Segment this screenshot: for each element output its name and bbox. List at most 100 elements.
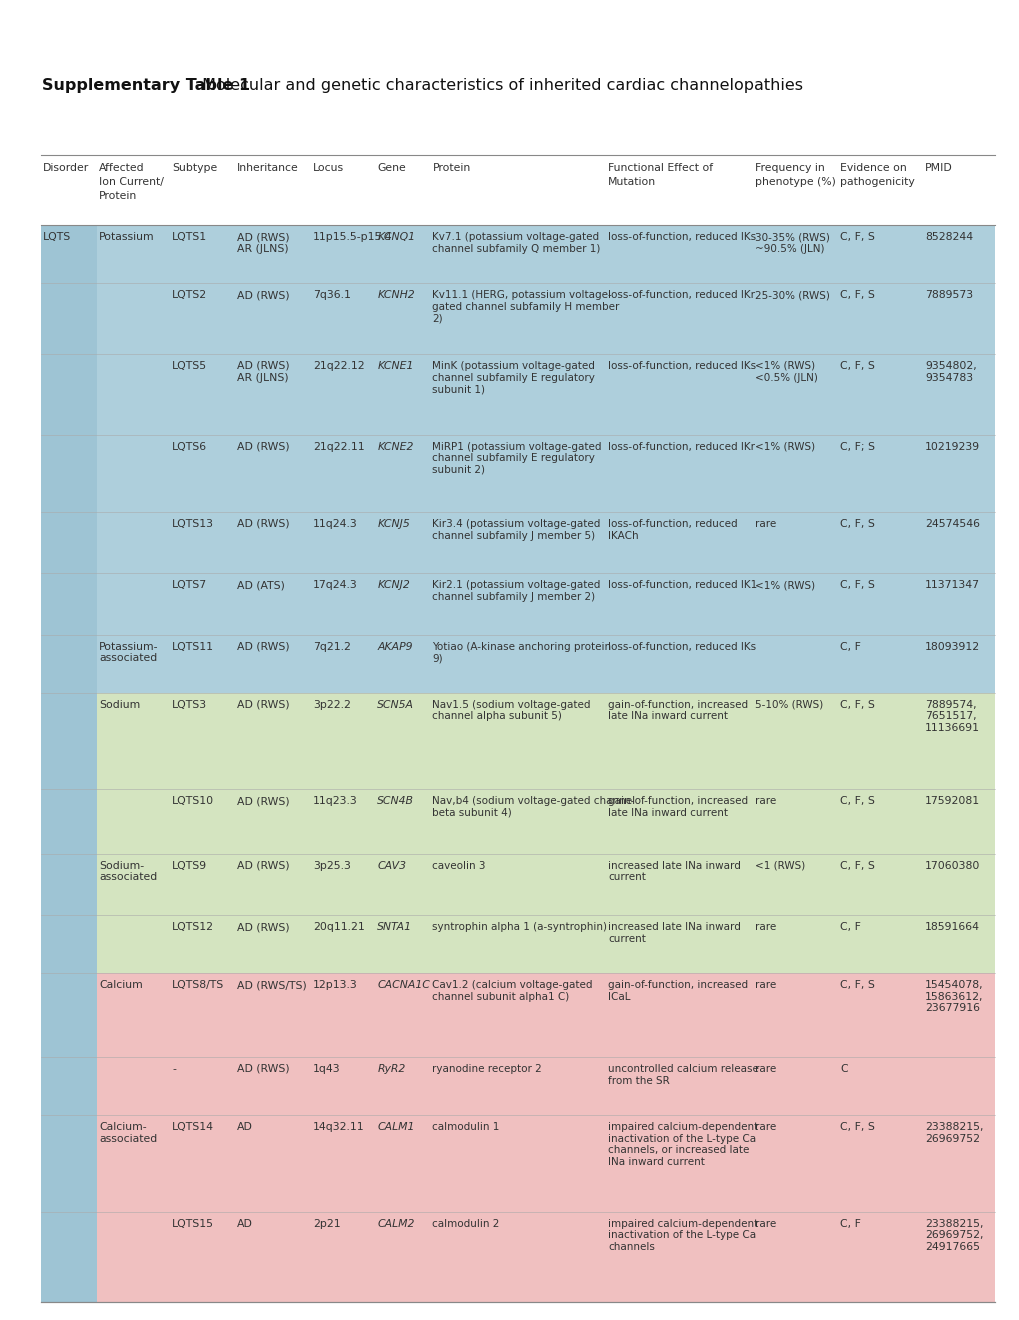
Text: C: C <box>840 1064 847 1074</box>
Text: increased late INa inward
current: increased late INa inward current <box>607 923 740 944</box>
Bar <box>97 854 994 915</box>
Text: ryanodine receptor 2: ryanodine receptor 2 <box>432 1064 542 1074</box>
Bar <box>41 1115 97 1212</box>
Text: MinK (potassium voltage-gated
channel subfamily E regulatory
subunit 1): MinK (potassium voltage-gated channel su… <box>432 360 595 395</box>
Text: 11q23.3: 11q23.3 <box>313 796 358 807</box>
Text: loss-of-function, reduced IK1: loss-of-function, reduced IK1 <box>607 581 756 590</box>
Text: AD (RWS): AD (RWS) <box>236 290 289 300</box>
Bar <box>41 434 97 512</box>
Text: <1% (RWS): <1% (RWS) <box>754 581 814 590</box>
Bar <box>97 635 994 693</box>
Text: rare: rare <box>754 1064 775 1074</box>
Bar <box>41 789 97 854</box>
Text: loss-of-function, reduced
IKACh: loss-of-function, reduced IKACh <box>607 519 737 541</box>
Text: C, F: C, F <box>840 1218 860 1229</box>
Text: pathogenicity: pathogenicity <box>840 177 914 187</box>
Text: C, F, S: C, F, S <box>840 581 874 590</box>
Text: 7q21.2: 7q21.2 <box>313 642 351 652</box>
Bar <box>41 635 97 693</box>
Text: rare: rare <box>754 1122 775 1133</box>
Text: LQTS15: LQTS15 <box>172 1218 214 1229</box>
Text: KCNE2: KCNE2 <box>377 442 414 451</box>
Text: LQTS12: LQTS12 <box>172 923 214 932</box>
Text: Protein: Protein <box>99 191 137 201</box>
Bar <box>41 693 97 789</box>
Bar <box>41 915 97 973</box>
Bar <box>41 973 97 1057</box>
Text: rare: rare <box>754 979 775 990</box>
Text: C, F, S: C, F, S <box>840 519 874 529</box>
Text: KCNJ5: KCNJ5 <box>377 519 410 529</box>
Text: Sodium-
associated: Sodium- associated <box>99 861 157 882</box>
Text: caveolin 3: caveolin 3 <box>432 861 485 871</box>
Text: Mutation: Mutation <box>607 177 655 187</box>
Text: Evidence on: Evidence on <box>840 162 906 173</box>
Text: 30-35% (RWS)
~90.5% (JLN): 30-35% (RWS) ~90.5% (JLN) <box>754 232 828 253</box>
Text: <1% (RWS)
<0.5% (JLN): <1% (RWS) <0.5% (JLN) <box>754 360 817 383</box>
Text: 18591664: 18591664 <box>924 923 979 932</box>
Text: Inheritance: Inheritance <box>236 162 299 173</box>
Bar <box>41 854 97 915</box>
Text: Potassium: Potassium <box>99 232 154 242</box>
Text: loss-of-function, reduced IKr: loss-of-function, reduced IKr <box>607 442 754 451</box>
Text: Kv11.1 (HERG, potassium voltage-
gated channel subfamily H member
2): Kv11.1 (HERG, potassium voltage- gated c… <box>432 290 620 323</box>
Text: 5-10% (RWS): 5-10% (RWS) <box>754 700 822 710</box>
Text: 17592081: 17592081 <box>924 796 979 807</box>
Text: Functional Effect of: Functional Effect of <box>607 162 712 173</box>
Text: AD (RWS): AD (RWS) <box>236 796 289 807</box>
Text: rare: rare <box>754 519 775 529</box>
Text: AD (RWS): AD (RWS) <box>236 442 289 451</box>
Text: uncontrolled calcium release
from the SR: uncontrolled calcium release from the SR <box>607 1064 758 1085</box>
Text: AD: AD <box>236 1218 253 1229</box>
Text: 8528244: 8528244 <box>924 232 972 242</box>
Text: C, F, S: C, F, S <box>840 1122 874 1133</box>
Text: 9354802,
9354783: 9354802, 9354783 <box>924 360 976 383</box>
Text: 7889574,
7651517,
11136691: 7889574, 7651517, 11136691 <box>924 700 979 733</box>
Text: loss-of-function, reduced IKs: loss-of-function, reduced IKs <box>607 232 755 242</box>
Text: 20q11.21: 20q11.21 <box>313 923 365 932</box>
Text: AD (RWS): AD (RWS) <box>236 519 289 529</box>
Text: Locus: Locus <box>313 162 343 173</box>
Text: gain-of-function, increased
ICaL: gain-of-function, increased ICaL <box>607 979 747 1002</box>
Text: 7889573: 7889573 <box>924 290 972 300</box>
Text: Calcium: Calcium <box>99 979 143 990</box>
Text: gain-of-function, increased
late INa inward current: gain-of-function, increased late INa inw… <box>607 796 747 818</box>
Bar <box>41 354 97 434</box>
Bar <box>97 1057 994 1115</box>
Text: <1 (RWS): <1 (RWS) <box>754 861 804 871</box>
Text: PMID: PMID <box>924 162 952 173</box>
Text: Nav1.5 (sodium voltage-gated
channel alpha subunit 5): Nav1.5 (sodium voltage-gated channel alp… <box>432 700 590 721</box>
Text: CAV3: CAV3 <box>377 861 406 871</box>
Bar <box>41 1212 97 1302</box>
Text: AD (RWS/TS): AD (RWS/TS) <box>236 979 306 990</box>
Text: C, F, S: C, F, S <box>840 861 874 871</box>
Text: C, F, S: C, F, S <box>840 700 874 710</box>
Text: Cav1.2 (calcium voltage-gated
channel subunit alpha1 C): Cav1.2 (calcium voltage-gated channel su… <box>432 979 592 1002</box>
Text: 3p25.3: 3p25.3 <box>313 861 351 871</box>
Text: impaired calcium-dependent
inactivation of the L-type Ca
channels: impaired calcium-dependent inactivation … <box>607 1218 757 1251</box>
Text: LQTS5: LQTS5 <box>172 360 207 371</box>
Bar <box>97 789 994 854</box>
Text: impaired calcium-dependent
inactivation of the L-type Ca
channels, or increased : impaired calcium-dependent inactivation … <box>607 1122 757 1167</box>
Text: Kir3.4 (potassium voltage-gated
channel subfamily J member 5): Kir3.4 (potassium voltage-gated channel … <box>432 519 600 541</box>
Bar <box>97 693 994 789</box>
Text: 18093912: 18093912 <box>924 642 979 652</box>
Text: 7q36.1: 7q36.1 <box>313 290 351 300</box>
Text: AD (RWS)
AR (JLNS): AD (RWS) AR (JLNS) <box>236 232 289 253</box>
Text: CALM2: CALM2 <box>377 1218 415 1229</box>
Bar <box>41 224 97 282</box>
Text: AD (RWS): AD (RWS) <box>236 700 289 710</box>
Text: AD (ATS): AD (ATS) <box>236 581 284 590</box>
Text: AD (RWS): AD (RWS) <box>236 1064 289 1074</box>
Text: rare: rare <box>754 923 775 932</box>
Bar <box>97 354 994 434</box>
Text: C, F, S: C, F, S <box>840 796 874 807</box>
Text: calmodulin 2: calmodulin 2 <box>432 1218 499 1229</box>
Text: 2p21: 2p21 <box>313 1218 340 1229</box>
Text: Protein: Protein <box>432 162 470 173</box>
Text: LQTS8/TS: LQTS8/TS <box>172 979 224 990</box>
Bar <box>41 573 97 635</box>
Text: Disorder: Disorder <box>43 162 89 173</box>
Text: gain-of-function, increased
late INa inward current: gain-of-function, increased late INa inw… <box>607 700 747 721</box>
Text: C, F: C, F <box>840 642 860 652</box>
